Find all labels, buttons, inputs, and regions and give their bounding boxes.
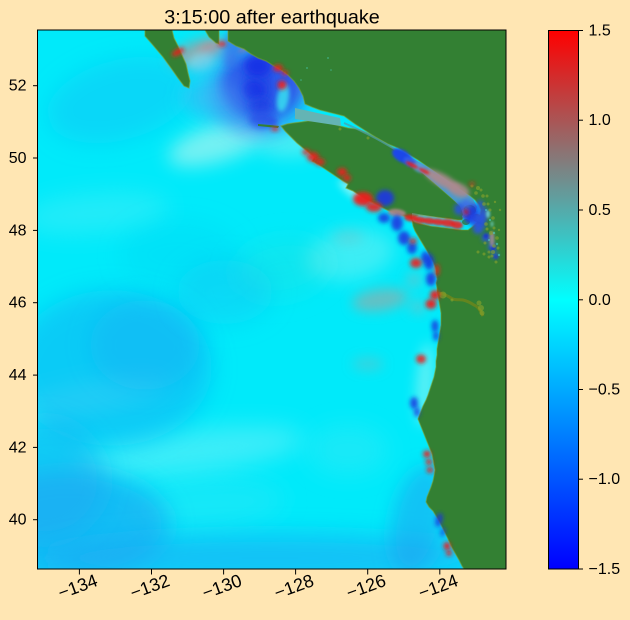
svg-text:40: 40 <box>9 512 27 529</box>
svg-text:−1.5: −1.5 <box>589 561 621 578</box>
svg-text:42: 42 <box>9 439 27 456</box>
svg-text:48: 48 <box>9 222 27 239</box>
svg-text:0.5: 0.5 <box>589 202 611 219</box>
svg-text:44: 44 <box>9 367 27 384</box>
svg-text:3:15:00 after earthquake: 3:15:00 after earthquake <box>164 7 380 29</box>
svg-text:−0.5: −0.5 <box>589 382 621 399</box>
svg-text:46: 46 <box>9 295 27 312</box>
svg-text:0.0: 0.0 <box>589 292 611 309</box>
svg-text:1.0: 1.0 <box>589 112 611 129</box>
svg-text:50: 50 <box>9 150 27 167</box>
svg-text:52: 52 <box>9 78 27 95</box>
svg-text:1.5: 1.5 <box>589 23 611 40</box>
svg-text:−1.0: −1.0 <box>589 471 621 488</box>
